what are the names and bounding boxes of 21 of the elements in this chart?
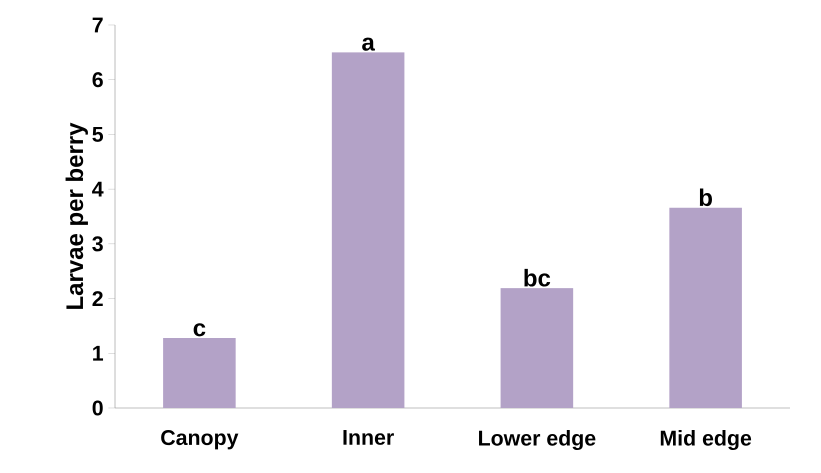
x-tick-label: Mid edge [660, 430, 752, 450]
y-tick-label: 2 [92, 291, 103, 306]
annotation: bc [524, 268, 550, 287]
annotation: b [700, 188, 712, 206]
y-tick-label: 1 [93, 346, 104, 361]
x-tick-label: Canopy [161, 430, 238, 450]
x-tick-label: Inner [343, 430, 394, 445]
y-tick-label: 7 [92, 18, 103, 32]
bar [163, 338, 236, 408]
y-tick-label: 3 [92, 236, 103, 252]
y-tick-label: 5 [92, 126, 104, 142]
bar [500, 288, 574, 408]
y-tick-label: 0 [92, 400, 103, 416]
annotation: a [362, 38, 375, 51]
bar [669, 208, 742, 408]
x-tick-label: Lower edge [479, 430, 596, 450]
bar [332, 52, 404, 408]
y-axis-title: Larvae per berry [66, 122, 88, 309]
y-tick-label: 4 [92, 182, 104, 196]
annotation: c [194, 323, 206, 336]
y-tick-label: 6 [92, 72, 103, 88]
